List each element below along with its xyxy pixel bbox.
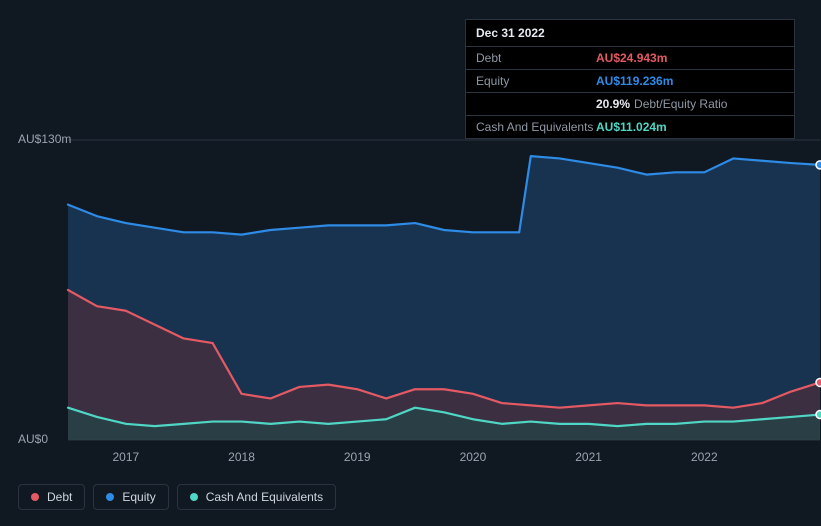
tooltip-date: Dec 31 2022 xyxy=(466,20,794,46)
legend-item-equity[interactable]: Equity xyxy=(93,484,168,510)
series-end-marker-debt xyxy=(816,378,821,386)
x-axis-label: 2018 xyxy=(228,450,255,464)
legend-label: Cash And Equivalents xyxy=(206,490,323,504)
legend-item-debt[interactable]: Debt xyxy=(18,484,85,510)
x-axis-labels: 2017 2018 2019 2020 2021 2022 xyxy=(68,450,821,470)
tooltip-row: EquityAU$119.236m xyxy=(466,69,794,92)
tooltip-row: Cash And EquivalentsAU$11.024m xyxy=(466,115,794,138)
tooltip-row-label: Equity xyxy=(476,74,596,88)
legend-dot-icon xyxy=(31,493,39,501)
chart-tooltip: Dec 31 2022 DebtAU$24.943mEquityAU$119.2… xyxy=(465,19,795,139)
x-axis-label: 2021 xyxy=(575,450,602,464)
tooltip-row: .20.9%Debt/Equity Ratio xyxy=(466,92,794,115)
tooltip-row-value: AU$119.236m xyxy=(596,74,673,88)
x-axis-label: 2020 xyxy=(460,450,487,464)
tooltip-row-label: . xyxy=(476,97,596,111)
x-axis-label: 2022 xyxy=(691,450,718,464)
x-axis-label: 2019 xyxy=(344,450,371,464)
chart-legend: Debt Equity Cash And Equivalents xyxy=(18,484,336,510)
tooltip-row-value: 20.9%Debt/Equity Ratio xyxy=(596,97,727,111)
y-axis-label: AU$0 xyxy=(18,432,33,446)
legend-item-cash[interactable]: Cash And Equivalents xyxy=(177,484,336,510)
legend-dot-icon xyxy=(106,493,114,501)
tooltip-row-value: AU$11.024m xyxy=(596,120,667,134)
tooltip-row-label: Debt xyxy=(476,51,596,65)
series-end-marker-equity xyxy=(816,161,821,169)
series-end-marker-cash xyxy=(816,411,821,419)
tooltip-rows: DebtAU$24.943mEquityAU$119.236m.20.9%Deb… xyxy=(466,46,794,138)
tooltip-row-value: AU$24.943m xyxy=(596,51,667,65)
legend-label: Debt xyxy=(47,490,72,504)
legend-label: Equity xyxy=(122,490,155,504)
legend-dot-icon xyxy=(190,493,198,501)
x-axis-label: 2017 xyxy=(112,450,139,464)
tooltip-row-label: Cash And Equivalents xyxy=(476,120,596,134)
tooltip-row: DebtAU$24.943m xyxy=(466,46,794,69)
y-axis-label: AU$130m xyxy=(18,132,33,146)
